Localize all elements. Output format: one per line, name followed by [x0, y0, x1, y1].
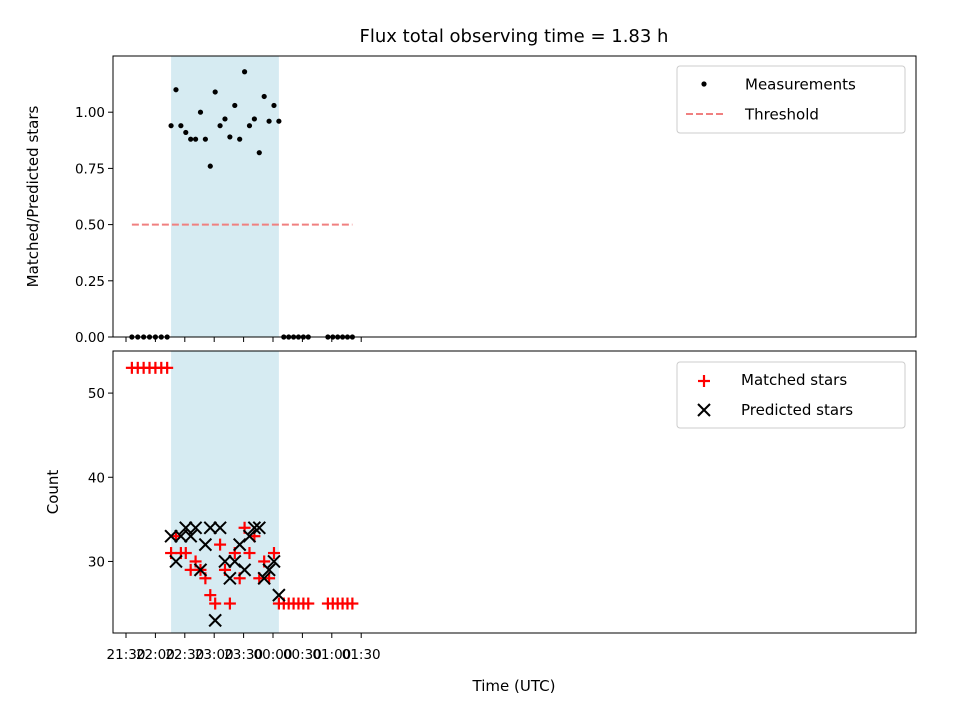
- top-highlight-span: [171, 56, 279, 337]
- measurement-point: [232, 102, 238, 109]
- measurement-point: [222, 116, 228, 122]
- bottom-ylabel: Count: [44, 470, 62, 515]
- top-legend: Measurements Threshold: [676, 65, 906, 134]
- measurement-point: [183, 129, 189, 136]
- predicted-star-point: [267, 554, 281, 569]
- predicted-star-point: [164, 529, 178, 543]
- measurement-point: [246, 123, 253, 129]
- measurement-point: [168, 123, 174, 129]
- bottom-yticks: 30 40 50: [88, 386, 113, 570]
- predicted-star-point: [257, 571, 271, 585]
- matched-star-point: [179, 547, 192, 560]
- matched-star-point: [204, 589, 217, 602]
- measurement-point: [173, 87, 179, 93]
- ytick-label: 30: [88, 554, 105, 570]
- top-axes-frame: [112, 55, 917, 338]
- predicted-star-point: [262, 563, 276, 577]
- measurement-point: [178, 123, 184, 129]
- ytick-label: 40: [88, 470, 105, 486]
- chart-title: Flux total observing time = 1.83 h: [360, 26, 669, 47]
- predicted-star-point: [252, 521, 266, 535]
- predicted-star-point: [193, 563, 208, 577]
- predicted-star-point: [213, 521, 227, 535]
- top-legend-box: [676, 65, 906, 134]
- xtick-label: 00:00: [254, 647, 293, 663]
- matched-star-point: [214, 538, 227, 551]
- bottom-legend: Matched stars Predicted stars: [676, 361, 906, 429]
- matched-star-point: [209, 597, 222, 610]
- predicted-star-point: [174, 529, 188, 543]
- predicted-star-point: [188, 521, 203, 535]
- measurement-point: [241, 69, 248, 75]
- ytick-label: 0.75: [75, 161, 105, 177]
- xtick-label: 01:30: [342, 647, 381, 663]
- predicted-star-point: [218, 554, 232, 569]
- ytick-label: 0.25: [75, 274, 105, 290]
- predicted-star-point: [203, 521, 217, 535]
- matched-star-point: [346, 597, 359, 610]
- bottom-xlabel: Time (UTC): [472, 677, 556, 695]
- ytick-label: 0.00: [75, 330, 105, 346]
- xtick-label: 00:30: [283, 647, 322, 663]
- top-ylabel: Matched/Predicted stars: [24, 106, 42, 288]
- measurement-point: [251, 116, 257, 122]
- xtick-label: 21:30: [107, 647, 146, 663]
- matched-star-point: [161, 361, 174, 374]
- measurement-point: [192, 136, 199, 142]
- matched-star-point: [243, 547, 256, 560]
- legend-predicted-label: Predicted stars: [741, 401, 853, 419]
- legend-predicted-marker: [697, 403, 711, 417]
- bottom-highlight-span: [171, 351, 279, 633]
- bottom-xticks: 21:3022:0022:3023:0023:3000:0000:3001:00…: [107, 633, 381, 663]
- matched-star-point: [223, 597, 236, 610]
- xtick-label: 22:30: [165, 647, 204, 663]
- bottom-panel: 30 40 50 21:3022:0022:3023:0023:3000:0000:…: [44, 350, 917, 695]
- measurement-point: [197, 109, 204, 115]
- ytick-label: 1.00: [75, 105, 105, 121]
- predicted-star-point: [237, 563, 252, 577]
- legend-measurements-label: Measurements: [745, 76, 856, 94]
- predicted-star-point: [183, 529, 198, 543]
- bottom-axes-frame: [112, 350, 917, 634]
- measurement-point: [202, 136, 208, 142]
- predicted-star-point: [247, 521, 262, 535]
- predicted-star-point: [272, 588, 286, 602]
- measurement-point: [237, 136, 243, 142]
- predicted-star-point: [208, 613, 222, 628]
- predicted-star-point: [223, 571, 237, 585]
- predicted-star-point: [179, 521, 193, 535]
- ytick-label: 50: [88, 386, 105, 402]
- matched-star-point: [267, 547, 280, 560]
- legend-matched-label: Matched stars: [741, 371, 847, 389]
- legend-threshold-label: Threshold: [744, 106, 819, 124]
- measurement-point: [271, 102, 277, 109]
- xtick-label: 23:00: [195, 647, 234, 663]
- measurement-point: [276, 118, 282, 124]
- measurement-point: [227, 134, 233, 140]
- xtick-label: 22:00: [136, 647, 175, 663]
- legend-measurements-marker: [701, 81, 707, 87]
- measurement-point: [266, 118, 272, 124]
- measurement-point: [212, 89, 218, 95]
- xtick-label: 23:30: [224, 647, 263, 663]
- bottom-legend-box: [676, 361, 906, 429]
- measurement-point: [217, 123, 223, 129]
- top-xticks: [125, 337, 362, 342]
- measurement-point: [188, 136, 194, 142]
- matched-star-point: [302, 597, 315, 610]
- top-marks: [129, 69, 355, 340]
- measurement-point: [261, 93, 267, 100]
- predicted-star-point: [198, 537, 213, 552]
- measurement-point: [207, 163, 213, 169]
- xtick-label: 01:00: [312, 647, 351, 663]
- measurement-point: [256, 150, 262, 156]
- ytick-label: 0.50: [75, 218, 105, 234]
- top-yticks: 0.00 0.25 0.50 0.75 1.00: [75, 105, 113, 346]
- predicted-star-point: [169, 554, 183, 569]
- bottom-marks: [125, 361, 359, 628]
- legend-matched-marker: [698, 375, 710, 387]
- top-panel: 0.00 0.25 0.50 0.75 1.00 Matched/Predicted s…: [24, 55, 917, 346]
